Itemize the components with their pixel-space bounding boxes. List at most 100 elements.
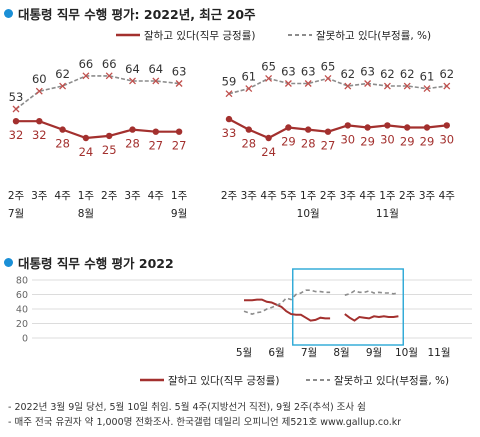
x-tick-label: 4주 xyxy=(260,190,277,202)
x-tick-label: 3주 xyxy=(241,190,258,202)
approve-data-label: 25 xyxy=(102,143,117,157)
disapprove-point xyxy=(35,87,43,95)
approve-point xyxy=(344,122,351,129)
bullet-icon xyxy=(4,258,13,267)
disapprove-data-label: 61 xyxy=(420,70,435,84)
approve-point xyxy=(106,132,113,140)
disapprove-data-label: 66 xyxy=(102,57,117,71)
disapprove-point xyxy=(344,82,352,90)
x-tick-label: 3주 xyxy=(340,190,357,202)
disapprove-data-label: 62 xyxy=(439,67,454,81)
disapprove-data-label: 53 xyxy=(9,90,24,104)
x-tick-label: 2주 xyxy=(8,190,25,202)
disapprove-point xyxy=(152,77,160,85)
disapprove-data-label: 63 xyxy=(360,65,375,79)
x-tick-label: 1주 xyxy=(171,190,188,202)
disapprove-data-label: 59 xyxy=(222,75,237,89)
x-tick-label: 1주 xyxy=(78,190,95,202)
approve-data-label: 27 xyxy=(148,139,163,153)
approve-series-line xyxy=(16,120,180,140)
disapprove-data-label: 61 xyxy=(241,70,256,84)
disapprove-point xyxy=(225,90,233,98)
approve-data-label: 27 xyxy=(321,139,336,153)
approve-series-line xyxy=(228,118,447,140)
disapprove-data-label: 63 xyxy=(301,65,316,79)
disapprove-point xyxy=(245,85,253,93)
approve-point xyxy=(175,128,183,135)
approve-point xyxy=(152,128,159,135)
y-tick-label: 80 xyxy=(16,276,28,287)
approve-series-line xyxy=(244,298,331,322)
disapprove-data-label: 63 xyxy=(172,65,187,79)
approve-data-label: 28 xyxy=(55,137,70,151)
month-label: 11월 xyxy=(376,208,399,220)
x-tick-label: 8월 xyxy=(333,347,349,359)
approve-point xyxy=(285,124,292,131)
approve-data-label: 30 xyxy=(340,132,355,146)
approve-data-label: 28 xyxy=(241,137,256,151)
disapprove-point xyxy=(304,80,312,87)
legend-disapprove-label: 잘못하고 있다(부정률, %) xyxy=(316,29,431,42)
y-tick-label: 60 xyxy=(16,290,28,301)
approve-data-label: 30 xyxy=(439,132,454,146)
disapprove-point xyxy=(175,80,183,87)
disapprove-point xyxy=(59,82,67,90)
x-tick-label: 10월 xyxy=(395,347,418,359)
disapprove-series-line xyxy=(243,289,331,315)
disapprove-data-label: 62 xyxy=(380,67,395,81)
x-tick-label: 2주 xyxy=(399,190,416,202)
disapprove-data-label: 65 xyxy=(321,59,336,73)
disapprove-data-label: 62 xyxy=(400,67,415,81)
disapprove-series-line xyxy=(228,77,447,95)
disapprove-point xyxy=(423,85,431,93)
approve-data-label: 30 xyxy=(380,132,395,146)
disapprove-data-label: 64 xyxy=(148,62,163,76)
disapprove-point xyxy=(12,105,20,113)
disapprove-point xyxy=(82,72,90,80)
x-tick-label: 2주 xyxy=(320,190,337,202)
disapprove-point xyxy=(383,82,391,90)
x-tick-label: 5주 xyxy=(280,190,297,202)
x-tick-label: 4주 xyxy=(54,190,71,202)
approve-data-label: 29 xyxy=(281,135,296,149)
approve-point xyxy=(443,122,450,129)
y-tick-label: 40 xyxy=(16,305,28,316)
approve-point xyxy=(129,126,136,133)
approve-point xyxy=(305,126,312,133)
chart-1-plot: 잘하고 있다(직무 긍정률) 잘못하고 있다(부정률, %) 53 32 2주 60 32 3… xyxy=(8,29,455,220)
approve-point xyxy=(36,118,43,125)
bullet-icon xyxy=(4,9,13,18)
disapprove-point xyxy=(364,80,372,87)
x-tick-label: 2주 xyxy=(101,190,118,202)
disapprove-data-label: 64 xyxy=(125,62,140,76)
x-tick-label: 5월 xyxy=(236,347,252,359)
disapprove-data-label: 62 xyxy=(55,67,70,81)
approve-point xyxy=(265,134,272,142)
disapprove-data-label: 63 xyxy=(281,65,296,79)
x-tick-label: 11월 xyxy=(427,347,450,359)
x-tick-label: 4주 xyxy=(359,190,376,202)
approve-data-label: 32 xyxy=(32,128,47,142)
chart-1-title: 대통령 직무 수행 평가: 2022년, 최근 20주 xyxy=(4,4,256,23)
approve-data-label: 28 xyxy=(301,137,316,151)
disapprove-point xyxy=(403,82,411,90)
approve-point xyxy=(245,126,252,133)
x-tick-label: 3주 xyxy=(124,190,141,202)
x-tick-label: 6월 xyxy=(268,347,284,359)
disapprove-point xyxy=(443,82,451,90)
y-tick-label: 20 xyxy=(16,319,28,330)
month-label: 7월 xyxy=(8,208,24,220)
x-tick-label: 9월 xyxy=(366,347,382,359)
x-tick-label: 2주 xyxy=(221,190,238,202)
approve-data-label: 24 xyxy=(79,145,94,159)
approve-point xyxy=(364,124,371,131)
approve-data-label: 33 xyxy=(222,126,237,140)
legend-approve-label: 잘하고 있다(직무 긍정률) xyxy=(144,29,255,42)
disapprove-point xyxy=(129,77,136,85)
footnote-1: - 2022년 3월 9일 당선, 5월 10일 취임. 5월 4주(지방선거 … xyxy=(8,402,366,413)
x-tick-label: 1주 xyxy=(300,190,317,202)
approve-series-line xyxy=(344,313,399,322)
legend: 잘하고 있다(직무 긍정률) 잘못하고 있다(부정률, %) xyxy=(140,374,449,387)
